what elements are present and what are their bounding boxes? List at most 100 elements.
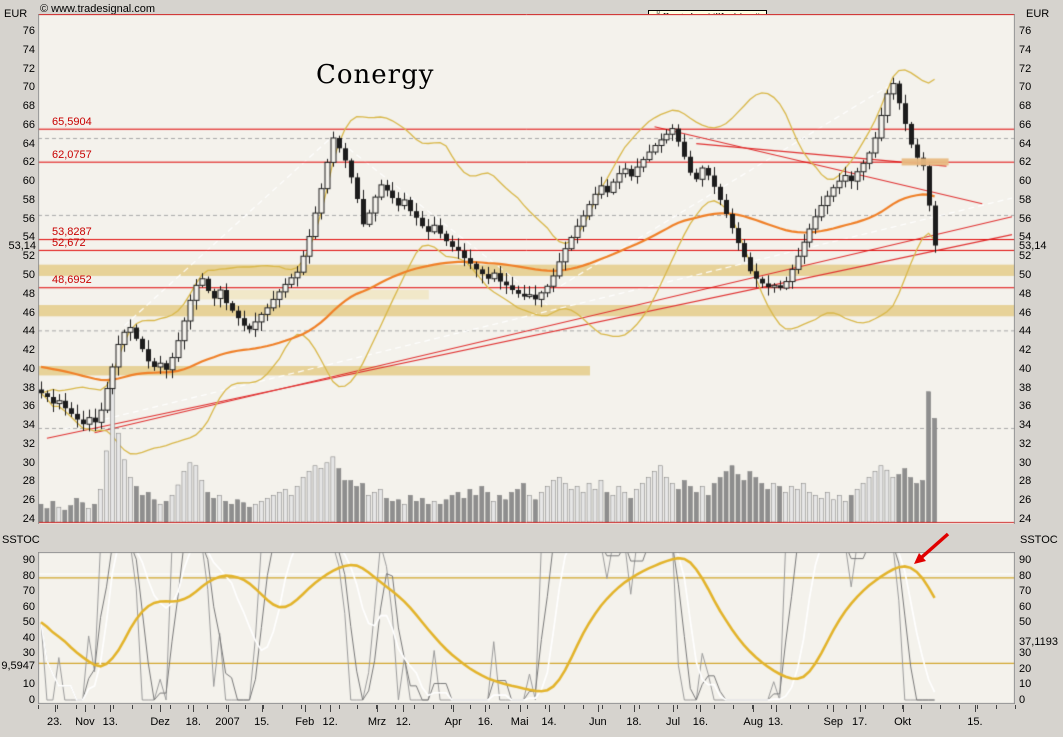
- price-axis-label-right: 50: [1019, 269, 1032, 281]
- x-axis-major-tick: [84, 705, 86, 712]
- x-axis-minor-tick: [902, 705, 904, 709]
- x-axis-major-tick: [974, 705, 976, 712]
- x-axis-major-tick: [700, 705, 702, 712]
- x-axis-label: 15.: [967, 716, 983, 728]
- sstoc-value-label-left: 9,5947: [1, 660, 35, 672]
- x-axis-minor-tick: [676, 705, 678, 709]
- price-axis-label-left: 64: [22, 137, 35, 150]
- x-axis-minor-tick: [526, 705, 528, 709]
- price-chart-canvas[interactable]: [38, 14, 1015, 524]
- x-axis-minor-tick: [75, 705, 77, 709]
- x-axis-minor-tick: [376, 705, 378, 709]
- sstoc-axis-label-left: 90: [22, 554, 35, 566]
- x-axis-minor-tick: [338, 705, 340, 709]
- sstoc-axis-label-right: 60: [1019, 600, 1032, 613]
- x-axis-label: Dez: [150, 716, 170, 728]
- price-axis-label-left: 42: [22, 344, 35, 357]
- x-axis-minor-tick: [94, 705, 96, 709]
- x-axis-major-tick: [633, 705, 635, 712]
- x-axis-label: Aug: [743, 716, 763, 728]
- x-axis-major-tick: [859, 705, 861, 712]
- x-axis-minor-tick: [601, 705, 603, 709]
- price-axis-label-left: 56: [22, 212, 35, 225]
- price-axis-label-right: 34: [1019, 419, 1032, 432]
- sstoc-axis-label-left: 0: [28, 694, 35, 706]
- x-axis-minor-tick: [733, 705, 735, 709]
- price-axis-label-left: 76: [22, 25, 35, 37]
- x-axis-minor-tick: [113, 705, 115, 709]
- x-axis-major-tick: [673, 705, 675, 712]
- x-axis-major-tick: [193, 705, 195, 712]
- x-axis-major-tick: [54, 705, 56, 712]
- x-axis-label: 16.: [477, 716, 494, 728]
- price-axis-label-left: 38: [22, 381, 35, 394]
- sstoc-axis-label-left: 60: [22, 600, 35, 613]
- x-axis-label: 14.: [541, 716, 557, 728]
- price-axis-label-right: 30: [1019, 456, 1032, 469]
- x-axis-minor-tick: [883, 705, 885, 709]
- x-axis-label: 13.: [767, 716, 784, 728]
- price-axis-label-right: 48: [1019, 287, 1032, 300]
- price-axis-label-right: 74: [1019, 43, 1032, 56]
- x-axis-minor-tick: [432, 705, 434, 709]
- price-axis-label-right: 40: [1019, 362, 1032, 375]
- x-axis-major-tick: [519, 705, 521, 712]
- x-axis-minor-tick: [56, 705, 58, 709]
- x-axis-minor-tick: [357, 705, 359, 709]
- x-axis-minor-tick: [658, 705, 660, 709]
- sstoc-axis-label-right: 20: [1019, 662, 1032, 675]
- x-axis-minor-tick: [695, 705, 697, 709]
- x-axis-major-tick: [833, 705, 835, 712]
- price-axis-label-right: 60: [1019, 175, 1032, 188]
- x-axis-minor-tick: [131, 705, 133, 709]
- x-axis-minor-tick: [244, 705, 246, 709]
- x-axis-major-tick: [485, 705, 487, 712]
- price-axis-label-left: 70: [22, 81, 35, 94]
- price-axis-label-left: 68: [22, 100, 35, 113]
- price-axis-label-right: 58: [1019, 193, 1032, 206]
- x-axis-minor-tick: [958, 705, 960, 709]
- x-axis-major-tick: [902, 705, 904, 712]
- price-axis-label-left: 46: [22, 306, 35, 319]
- sstoc-right-title: SSTOC: [1020, 534, 1058, 546]
- left-axis-currency-label: EUR: [4, 8, 28, 20]
- annotation-arrow[interactable]: [906, 531, 954, 571]
- x-axis-minor-tick: [770, 705, 772, 709]
- x-axis-label: Apr: [444, 716, 462, 728]
- price-axis-label-left: 58: [22, 193, 35, 206]
- price-axis-label-right: 44: [1019, 325, 1032, 338]
- sstoc-axis-label-right: 30: [1019, 647, 1032, 660]
- sstoc-canvas[interactable]: [38, 552, 1015, 704]
- price-axis-label-left: 48: [22, 287, 35, 300]
- x-axis-major-tick: [160, 705, 162, 712]
- price-axis-label-left: 74: [22, 43, 35, 56]
- x-axis-minor-tick: [789, 705, 791, 709]
- x-axis-label: Jun: [588, 716, 607, 728]
- price-axis-label-right: 66: [1019, 118, 1032, 131]
- x-axis-major-tick: [453, 705, 455, 712]
- x-axis-major-tick: [597, 705, 599, 712]
- x-axis-minor-tick: [488, 705, 490, 709]
- x-axis-minor-tick: [188, 705, 190, 709]
- x-axis-major-tick: [775, 705, 777, 712]
- price-axis-label-left: 60: [22, 175, 35, 188]
- price-axis-label-right: 24: [1019, 513, 1032, 525]
- price-axis-label-right: 72: [1019, 62, 1032, 75]
- x-axis-minor-tick: [451, 705, 453, 709]
- x-axis-minor-tick: [639, 705, 641, 709]
- price-pane[interactable]: [38, 14, 1015, 524]
- indicator-pane[interactable]: [38, 552, 1015, 704]
- sstoc-axis-label-left: 70: [22, 585, 35, 598]
- x-axis-minor-tick: [507, 705, 509, 709]
- x-axis-label: 16.: [692, 716, 709, 728]
- x-axis-minor-tick: [582, 705, 584, 709]
- x-axis-label: 12.: [322, 716, 338, 728]
- x-axis-minor-tick: [225, 705, 227, 709]
- x-axis-label: Feb: [295, 716, 315, 728]
- price-axis-label-right: 52: [1019, 250, 1032, 263]
- price-axis-label-right: 64: [1019, 137, 1032, 150]
- sstoc-axis-label-left: 40: [22, 631, 35, 644]
- x-axis-major-tick: [753, 705, 755, 712]
- price-axis-label-right: 26: [1019, 494, 1032, 507]
